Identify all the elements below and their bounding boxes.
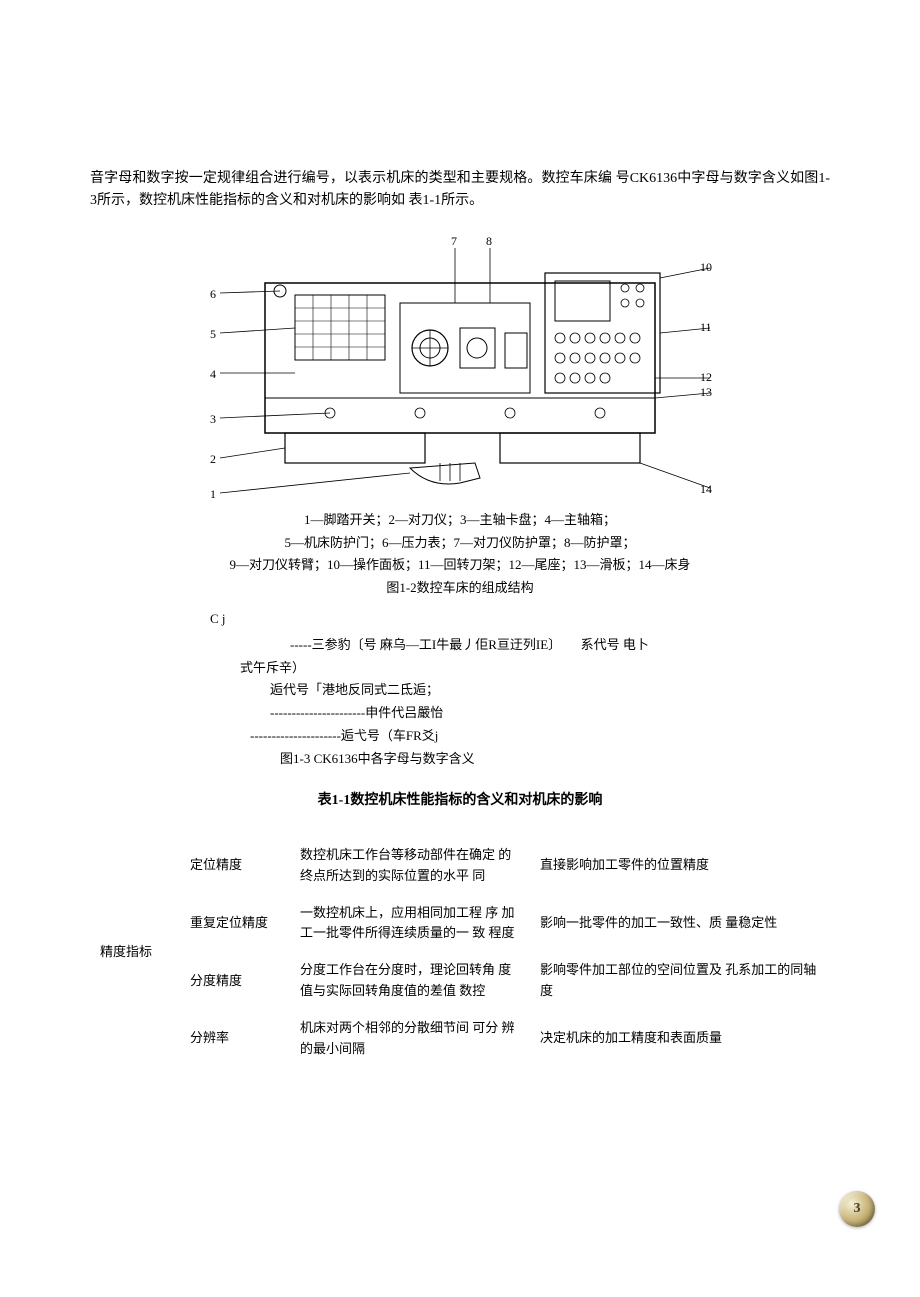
table-row: 重复定位精度 一数控机床上，应用相同加工程 序 加工一批零件所得连续质量的一 致…: [90, 895, 830, 953]
diagram1-caption-4: 图1-2数控车床的组成结构: [90, 578, 830, 599]
table-row: 精度指标 定位精度 数控机床工作台等移动部件在确定 的终点所达到的实际位置的水平…: [90, 837, 830, 895]
table-name-cell: 重复定位精度: [180, 895, 290, 953]
table-impact-cell: 直接影响加工零件的位置精度: [530, 837, 830, 895]
diagram2-line3: ----------------------申件代吕嚴怡: [270, 703, 830, 724]
table-desc-cell: 一数控机床上，应用相同加工程 序 加工一批零件所得连续质量的一 致 程度: [290, 895, 530, 953]
table-name-cell: 分度精度: [180, 952, 290, 1010]
diagram1-caption-1: 1—脚踏开关；2—对刀仪；3—主轴卡盘；4—主轴箱；: [90, 510, 830, 531]
lathe-diagram: 1 2 3 4 5 6 7 8 10 11 12 13 14: [200, 233, 720, 508]
diagram-label-8: 8: [486, 234, 492, 248]
diagram-label-10: 10: [700, 260, 712, 274]
diagram-label-12: 12: [700, 370, 712, 384]
table-impact-cell: 影响一批零件的加工一致性、质 量稳定性: [530, 895, 830, 953]
table-desc-cell: 分度工作台在分度时，理论回转角 度值与实际回转角度值的差值 数控: [290, 952, 530, 1010]
diagram-label-6: 6: [210, 287, 216, 301]
table-name-cell: 分辨率: [180, 1010, 290, 1068]
diagram2-line1: -----三参豹〔号 麻乌—工I牛最丿佢R亘迂列IE〕 系代号 电卜: [290, 635, 830, 656]
diagram2-line2: 逅代号「港地反同式二氐逅；: [270, 680, 830, 701]
table-title: 表1-1数控机床性能指标的含义和对机床的影响: [90, 790, 830, 812]
diagram-label-7: 7: [451, 234, 457, 248]
diagram1-caption-2: 5—机床防护门；6—压力表；7—对刀仪防护罩；8—防护罩；: [90, 533, 830, 554]
table-desc-cell: 数控机床工作台等移动部件在确定 的终点所达到的实际位置的水平 同: [290, 837, 530, 895]
diagram-label-11: 11: [700, 320, 712, 334]
table-desc-cell: 机床对两个相邻的分散细节间 可分 辨的最小间隔: [290, 1010, 530, 1068]
cj-label: C j: [210, 609, 830, 630]
page-number: 3: [854, 1198, 861, 1220]
performance-table: 精度指标 定位精度 数控机床工作台等移动部件在确定 的终点所达到的实际位置的水平…: [90, 837, 830, 1067]
diagram-label-1: 1: [210, 487, 216, 501]
table-category-cell: 精度指标: [90, 837, 180, 1067]
table-name-cell: 定位精度: [180, 837, 290, 895]
diagram-label-2: 2: [210, 452, 216, 466]
table-row: 分辨率 机床对两个相邻的分散细节间 可分 辨的最小间隔 决定机床的加工精度和表面…: [90, 1010, 830, 1068]
diagram-label-5: 5: [210, 327, 216, 341]
diagram2-caption: 图1-3 CK6136中各字母与数字含义: [280, 749, 830, 770]
diagram2-text-block: -----三参豹〔号 麻乌—工I牛最丿佢R亘迂列IE〕 系代号 电卜 式午斥辛）…: [290, 635, 830, 770]
diagram-label-14: 14: [700, 482, 712, 496]
diagram-label-13: 13: [700, 385, 712, 399]
table-impact-cell: 决定机床的加工精度和表面质量: [530, 1010, 830, 1068]
diagram-label-3: 3: [210, 412, 216, 426]
table-impact-cell: 影响零件加工部位的空间位置及 孔系加工的同轴度: [530, 952, 830, 1010]
lathe-svg: 1 2 3 4 5 6 7 8 10 11 12 13 14: [200, 233, 720, 508]
diagram2-line4: ---------------------逅弋号（车FR爻j: [250, 726, 830, 747]
lathe-diagram-container: 1 2 3 4 5 6 7 8 10 11 12 13 14 1—脚踏开关；2—…: [90, 233, 830, 599]
page-number-badge: 3: [839, 1191, 875, 1227]
intro-paragraph: 音字母和数字按一定规律组合进行编号，以表示机床的类型和主要规格。数控车床编 号C…: [90, 168, 830, 213]
diagram2-line1b: 式午斥辛）: [240, 658, 830, 679]
diagram1-caption-3: 9—对刀仪转臂；10—操作面板；11—回转刀架；12—尾座；13—滑板；14—床…: [90, 555, 830, 576]
table-row: 分度精度 分度工作台在分度时，理论回转角 度值与实际回转角度值的差值 数控 影响…: [90, 952, 830, 1010]
diagram-label-4: 4: [210, 367, 216, 381]
